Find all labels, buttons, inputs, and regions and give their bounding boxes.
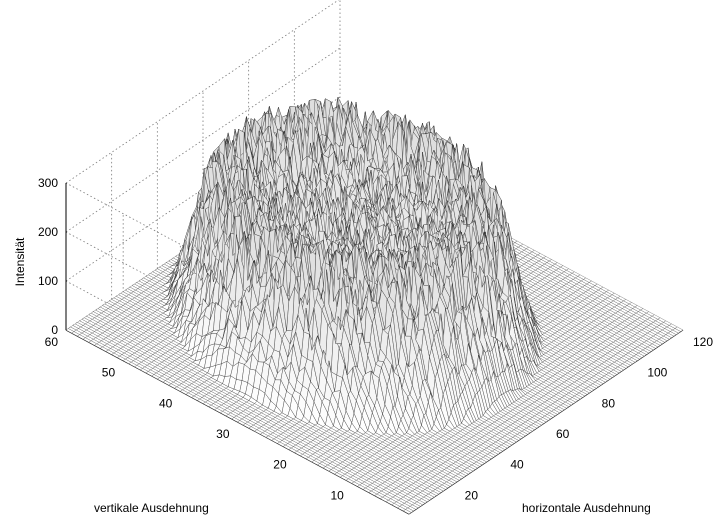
surface-mesh [65, 96, 684, 515]
grid-line [65, 47, 341, 233]
grid-line [65, 0, 340, 184]
